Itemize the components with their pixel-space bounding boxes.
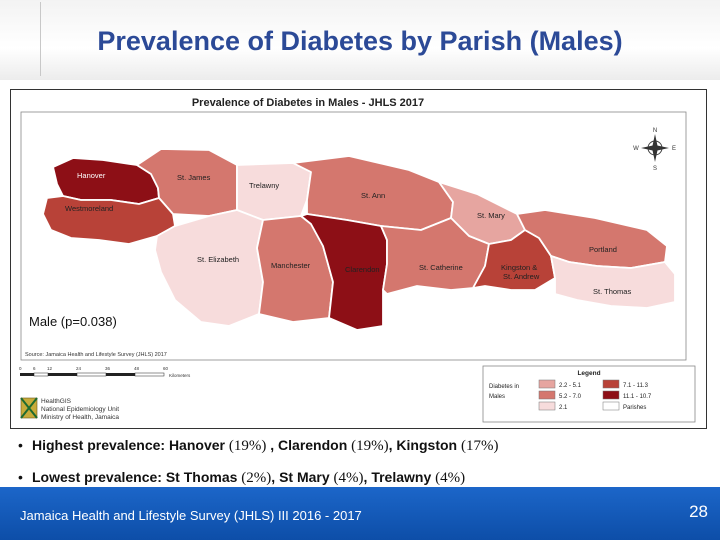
parish-kingston-st-andrew [472, 229, 556, 291]
parish-clarendon [300, 213, 388, 331]
bullet-lowest-mid2: , Trelawny [363, 469, 436, 485]
map-inner-border [20, 111, 687, 361]
bullet-highest-v3: (17%) [460, 438, 499, 454]
bullet-highest-lead: Highest prevalence: Hanover [32, 437, 229, 453]
bullet-highest: Highest prevalence: Hanover (19%) , Clar… [18, 434, 708, 466]
page-number: 28 [689, 502, 708, 521]
map-title: Prevalence of Diabetes in Males - JHLS 2… [192, 97, 424, 109]
scale-tick-4: 36 [105, 366, 111, 371]
legend-caption-1: Diabetes in [489, 384, 519, 390]
compass-s: S [653, 166, 657, 172]
bullet-highest-mid2: , Kingston [388, 437, 461, 453]
label-st-james: St. James [177, 173, 211, 182]
label-kingston-line1: Kingston & [501, 263, 537, 272]
bullet-highest-v1: (19%) [228, 438, 267, 454]
bullet-highest-mid1: , Clarendon [266, 437, 352, 453]
label-portland: Portland [589, 245, 617, 254]
legend-swatch-2 [538, 401, 556, 411]
bullet-lowest-lead: Lowest prevalence: St Thomas [32, 469, 242, 485]
map-frame: Prevalence of Diabetes in Males - JHLS 2… [10, 89, 707, 429]
parish-trelawny [236, 162, 312, 221]
header-rule [40, 2, 41, 76]
label-kingston-line2: St. Andrew [503, 272, 540, 281]
label-hanover: Hanover [77, 171, 106, 180]
legend-swatch-1 [538, 390, 556, 400]
bullet-lowest-v2: (4%) [333, 470, 364, 486]
label-st-elizabeth: St. Elizabeth [197, 255, 239, 264]
slide-footer: Jamaica Health and Lifestyle Survey (JHL… [0, 487, 720, 540]
slide-title: Prevalence of Diabetes by Parish (Males) [97, 26, 623, 56]
legend-swatch-4 [602, 390, 620, 400]
compass-n: N [653, 128, 657, 134]
legend-label-5: Parishes [623, 405, 646, 411]
bullet-lowest: Lowest prevalence: St Thomas (2%), St Ma… [18, 466, 708, 498]
parish-st-elizabeth [154, 209, 264, 327]
scale-unit: Kilometers [169, 373, 191, 378]
legend-label-3: 7.1 - 11.3 [623, 383, 649, 389]
legend-label-0: 2.2 - 5.1 [559, 383, 582, 389]
label-trelawny: Trelawny [249, 181, 279, 190]
summary-bullets: Highest prevalence: Hanover (19%) , Clar… [18, 434, 708, 498]
bullet-lowest-mid1: , St Mary [271, 469, 334, 485]
label-st-ann: St. Ann [361, 191, 385, 200]
map-canvas: Prevalence of Diabetes in Males - JHLS 2… [19, 97, 696, 423]
parish-st-thomas [550, 255, 676, 309]
label-st-mary: St. Mary [477, 211, 505, 220]
legend-label-1: 5.2 - 7.0 [559, 394, 582, 400]
slide-header: Prevalence of Diabetes by Parish (Males) [0, 0, 720, 80]
label-westmoreland: Westmoreland [65, 204, 113, 213]
footer-text: Jamaica Health and Lifestyle Survey (JHL… [20, 508, 362, 523]
scale-tick-6: 60 [163, 366, 169, 371]
compass-rose: N S E W [633, 128, 676, 172]
legend-swatch-3 [602, 379, 620, 389]
compass-w: W [633, 146, 639, 152]
bullet-lowest-v3: (4%) [435, 470, 466, 486]
label-st-thomas: St. Thomas [593, 287, 631, 296]
healthgis-logo: HealthGIS National Epidemiology Unit Min… [20, 397, 119, 421]
logo-line-2: National Epidemiology Unit [41, 406, 119, 413]
label-clarendon: Clarendon [345, 265, 380, 274]
overlay-p-value: Male (p=0.038) [29, 314, 117, 329]
label-manchester: Manchester [271, 261, 311, 270]
scale-tick-5: 48 [134, 366, 140, 371]
logo-line-3: Ministry of Health, Jamaica [41, 414, 119, 421]
label-st-catherine: St. Catherine [419, 263, 463, 272]
scale-tick-1: 6 [33, 366, 36, 371]
legend-swatch-5 [602, 401, 620, 411]
bullet-highest-v2: (19%) [351, 438, 389, 454]
scale-bar: 0 6 12 24 36 48 60 Kilometers [19, 366, 191, 378]
map-legend: Legend Diabetes in Males 2.2 - 5.1 5.2 - … [482, 365, 696, 423]
scale-tick-2: 12 [47, 366, 53, 371]
compass-e: E [672, 146, 676, 152]
bullet-lowest-v1: (2%) [241, 470, 272, 486]
parish-st-catherine [380, 217, 490, 295]
legend-title: Legend [577, 370, 600, 377]
logo-line-1: HealthGIS [41, 398, 72, 405]
map-source: Source: Jamaica Health and Lifestyle Sur… [25, 352, 167, 358]
scale-tick-0: 0 [19, 366, 22, 371]
legend-caption-2: Males [489, 394, 505, 400]
legend-swatch-0 [538, 379, 556, 389]
legend-label-2: 2.1 [559, 405, 568, 411]
legend-label-4: 11.1 - 10.7 [623, 394, 652, 400]
scale-tick-3: 24 [76, 366, 82, 371]
